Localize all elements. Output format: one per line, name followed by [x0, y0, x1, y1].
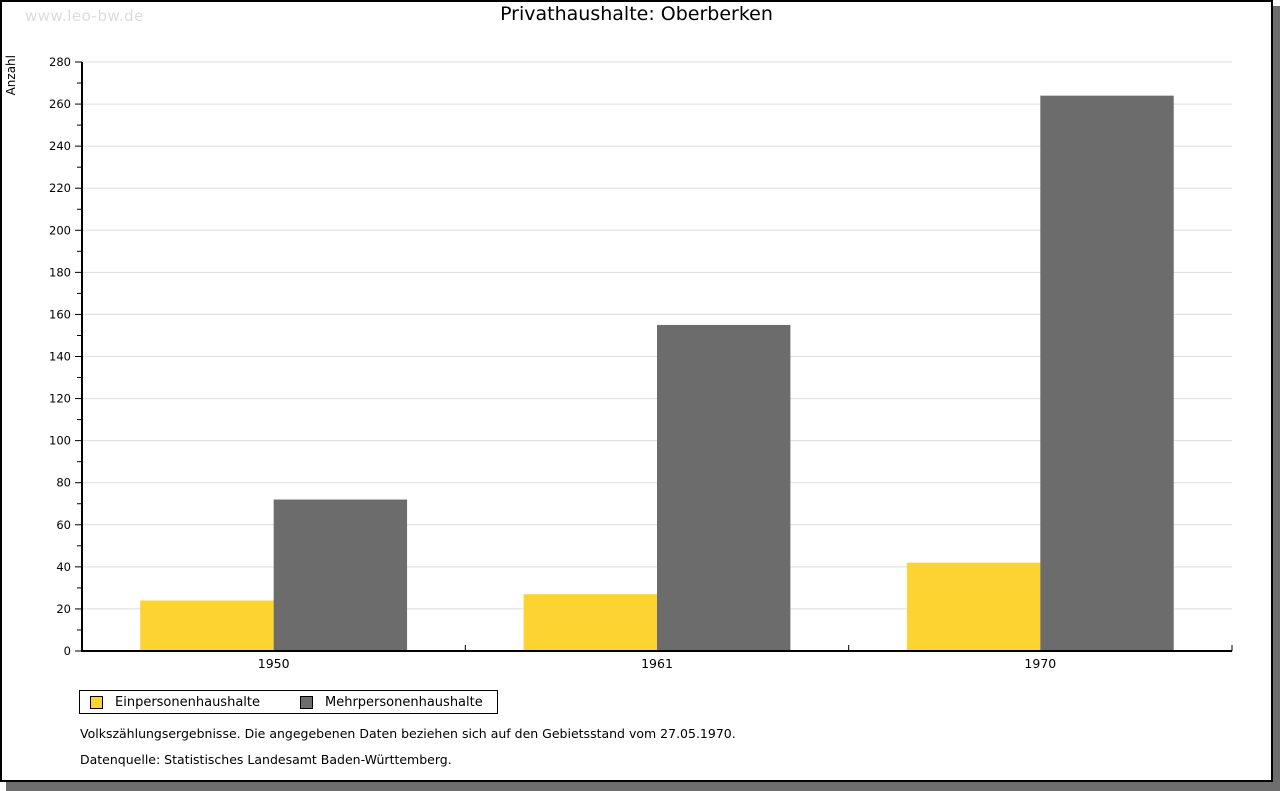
watermark: www.leo-bw.de: [25, 7, 144, 25]
y-tick-label: 160: [49, 307, 71, 321]
legend-swatch-einpersonenhaushalte: [90, 695, 103, 709]
y-tick-label: 200: [49, 223, 71, 237]
y-tick-label: 60: [56, 518, 71, 532]
legend-label: Einpersonenhaushalte: [115, 694, 260, 710]
frame-shadow-right: [1273, 6, 1280, 791]
legend-swatch-mehrpersonenhaushalte: [300, 695, 313, 709]
footer-source: Datenquelle: Statistisches Landesamt Bad…: [80, 752, 452, 767]
y-tick-label: 100: [49, 434, 71, 448]
y-tick-label: 0: [64, 644, 71, 658]
y-tick-label: 280: [49, 55, 71, 69]
bar-1950-mehrpersonenhaushalte: [273, 499, 408, 651]
bar-1961-mehrpersonenhaushalte: [657, 324, 791, 651]
y-tick-label: 140: [49, 350, 71, 364]
x-tick-label: 1950: [258, 656, 290, 671]
bar-1970-mehrpersonenhaushalte: [1040, 95, 1174, 651]
y-tick-label: 180: [49, 265, 71, 279]
bar-1970-einpersonenhaushalte: [906, 562, 1041, 651]
x-tick-label: 1961: [641, 656, 673, 671]
footer-note: Volkszählungsergebnisse. Die angegebenen…: [80, 726, 736, 741]
legend: Einpersonenhaushalte Mehrpersonenhaushal…: [79, 690, 498, 714]
frame-shadow-bottom: [6, 782, 1280, 791]
y-tick-label: 240: [49, 139, 71, 153]
legend-item-mehrpersonenhaushalte: Mehrpersonenhaushalte: [300, 695, 483, 710]
bar-1961-einpersonenhaushalte: [523, 594, 657, 651]
x-tick-label: 1970: [1024, 656, 1056, 671]
chart-title: Privathaushalte: Oberberken: [500, 3, 773, 25]
y-tick-label: 20: [56, 602, 71, 616]
bar-1950-einpersonenhaushalte: [140, 600, 274, 651]
legend-label: Mehrpersonenhaushalte: [325, 694, 483, 710]
y-tick-label: 220: [49, 181, 71, 195]
y-tick-label: 120: [49, 392, 71, 406]
y-tick-label: 80: [56, 476, 71, 490]
y-tick-label: 260: [49, 97, 71, 111]
y-tick-label: 40: [56, 560, 71, 574]
legend-item-einpersonenhaushalte: Einpersonenhaushalte: [90, 695, 260, 710]
